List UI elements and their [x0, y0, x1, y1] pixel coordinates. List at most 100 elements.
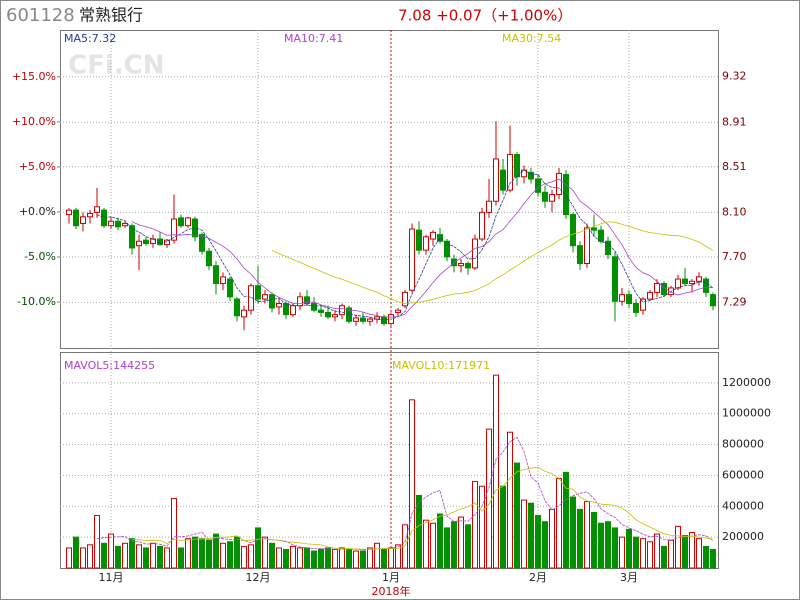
y-tick-label: -5.0%: [24, 250, 56, 263]
candle-body: [283, 303, 289, 316]
volume-bar: [507, 431, 513, 569]
candle-body: [80, 216, 86, 224]
candle-body: [276, 303, 282, 308]
ma-line: [131, 466, 714, 550]
candle-body: [619, 294, 625, 302]
candle-body: [143, 239, 149, 244]
volume-bar: [710, 548, 716, 569]
volume-bar: [689, 532, 695, 569]
candle-body: [73, 209, 79, 227]
volume-bar: [409, 399, 415, 569]
ma-label: MAVOL10:171971: [392, 359, 490, 372]
y2-tick-label: 8.91: [722, 115, 747, 128]
candle-body: [535, 178, 541, 193]
volume-bar: [626, 528, 632, 569]
y-tick-label: -10.0%: [17, 295, 56, 308]
candle-body: [136, 240, 142, 247]
volume-bar: [80, 547, 86, 569]
volume-bar: [178, 547, 184, 569]
volume-bar: [241, 545, 247, 569]
candle-body: [122, 222, 128, 227]
volume-bar: [570, 496, 576, 569]
volume-bar: [577, 508, 583, 569]
ma-line: [271, 221, 714, 305]
candle-body: [598, 229, 604, 242]
volume-bar: [612, 527, 618, 569]
candle-body: [514, 154, 520, 178]
volume-bar: [388, 547, 394, 569]
y2-tick-label: 8.51: [722, 160, 747, 173]
candle-body: [479, 211, 485, 240]
volume-bar: [220, 542, 226, 569]
candle-body: [374, 316, 380, 320]
candle-body: [570, 214, 576, 247]
candle-body: [689, 280, 695, 285]
ma-line: [131, 178, 714, 318]
candle-body: [297, 296, 303, 307]
volume-bar: [262, 536, 268, 569]
x-tick-label: 3月: [620, 571, 638, 584]
candle-body: [108, 220, 114, 227]
volume-bar: [423, 519, 429, 569]
candle-body: [213, 265, 219, 285]
candle-body: [255, 285, 261, 300]
volume-bar: [311, 550, 317, 569]
ma-label: MA10:7.41: [284, 32, 343, 45]
x-tick-label: 12月: [246, 571, 271, 584]
candle-body: [444, 240, 450, 258]
y2-tick-label: 9.32: [722, 70, 747, 83]
volume-bar: [619, 536, 625, 569]
ma-label: MAVOL5:144255: [64, 359, 155, 372]
x-tick-label: 11月: [99, 571, 124, 584]
volume-bar: [444, 527, 450, 569]
candle-body: [206, 250, 212, 267]
candle-body: [332, 314, 338, 318]
volume-tick-label: 800000: [722, 438, 764, 451]
volume-bar: [94, 515, 100, 569]
volume-bar: [640, 538, 646, 569]
candle-body: [115, 220, 121, 228]
candle-body: [486, 200, 492, 213]
candle-body: [360, 317, 366, 322]
y-tick-label: +5.0%: [19, 160, 56, 173]
x-tick-label: 2月: [529, 571, 547, 584]
candle-body: [339, 305, 345, 316]
candle-body: [66, 209, 72, 216]
watermark: CFi.CN: [68, 51, 164, 81]
candle-body: [556, 172, 562, 196]
ma-line: [96, 169, 714, 321]
y2-tick-label: 8.10: [722, 205, 747, 218]
candle-body: [612, 256, 618, 302]
volume-bar: [136, 544, 142, 569]
volume-bar: [591, 511, 597, 569]
candle-body: [269, 294, 275, 309]
volume-bar: [122, 542, 128, 569]
candle-body: [101, 209, 107, 227]
candle-body: [563, 174, 569, 216]
volume-bar: [150, 542, 156, 569]
candle-body: [227, 278, 233, 298]
candle-body: [472, 238, 478, 269]
candle-body: [129, 225, 135, 249]
volume-bar: [234, 536, 240, 569]
candle-body: [178, 217, 184, 227]
y-tick-label: +15.0%: [12, 70, 56, 83]
volume-bar: [318, 548, 324, 569]
candle-body: [199, 234, 205, 252]
candle-body: [451, 258, 457, 267]
candle-body: [437, 234, 443, 242]
volume-bar: [682, 535, 688, 569]
stock-name: 常熟银行: [79, 6, 143, 25]
volume-bar: [374, 542, 380, 569]
candle-body: [220, 276, 226, 285]
volume-bar: [395, 544, 401, 569]
candle-body: [171, 218, 177, 241]
candle-body: [528, 171, 534, 180]
candle-body: [465, 262, 471, 269]
candle-body: [584, 227, 590, 264]
candle-body: [675, 278, 681, 289]
volume-bar: [227, 541, 233, 569]
volume-bar: [199, 538, 205, 569]
ma-line: [96, 436, 714, 551]
